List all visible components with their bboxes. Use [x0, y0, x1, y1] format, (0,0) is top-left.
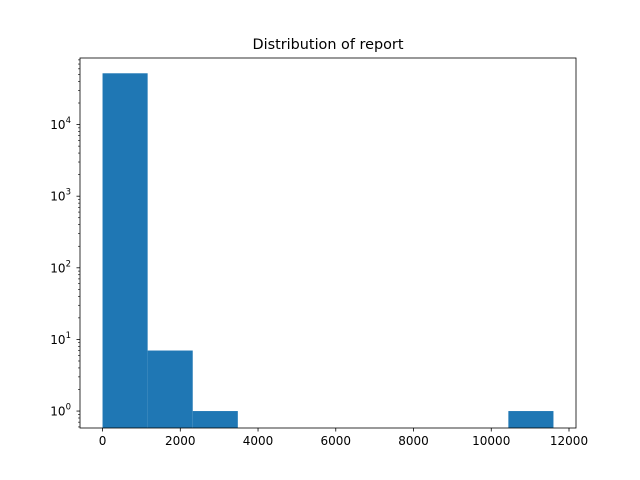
plot-frame: [79, 57, 577, 429]
y-tick-label: 102: [50, 259, 71, 275]
x-tick-label: 8000: [398, 434, 429, 448]
y-tick-label: 101: [50, 331, 71, 347]
x-tick-label: 0: [99, 434, 107, 448]
x-tick-label: 4000: [243, 434, 274, 448]
histogram-bar-9: [508, 411, 554, 428]
y-tick-label: 103: [50, 188, 71, 204]
y-tick-label: 100: [50, 403, 71, 419]
x-axis: 0 2000 4000 6000 8000 10000 12000: [99, 428, 588, 448]
x-tick-label: 10000: [472, 434, 510, 448]
bars-group: [102, 73, 554, 428]
chart-title: Distribution of report: [253, 37, 404, 53]
y-tick-label: 104: [50, 116, 71, 132]
x-tick-label: 2000: [165, 434, 196, 448]
histogram-bar-0: [102, 73, 148, 428]
histogram-bar-1: [147, 350, 193, 428]
x-tick-label: 12000: [550, 434, 588, 448]
y-axis: 100 101 102 103 104: [50, 59, 80, 428]
x-tick-label: 6000: [321, 434, 352, 448]
histogram-bar-2: [192, 411, 238, 428]
